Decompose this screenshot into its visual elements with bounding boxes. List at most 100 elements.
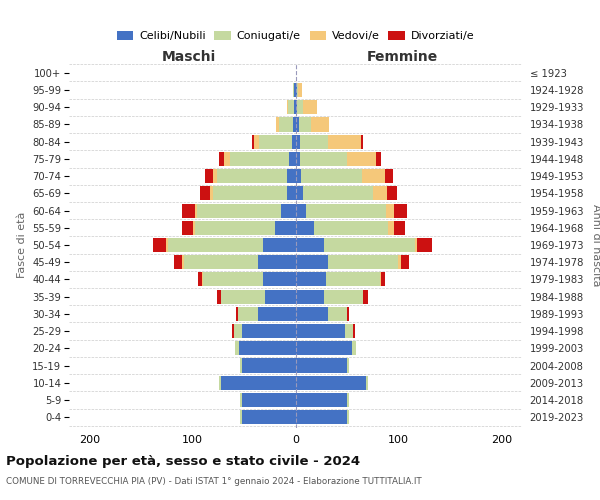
Bar — [217, 290, 221, 304]
Bar — [347, 410, 349, 424]
Bar — [239, 341, 296, 355]
Bar — [203, 272, 263, 286]
Bar — [293, 118, 296, 132]
Bar — [242, 358, 296, 372]
Bar — [352, 341, 356, 355]
Bar — [194, 220, 275, 235]
Bar — [306, 204, 386, 218]
Bar — [287, 186, 296, 200]
Bar — [220, 152, 224, 166]
Bar — [296, 272, 326, 286]
Bar — [174, 255, 182, 270]
Bar — [365, 376, 368, 390]
Bar — [296, 204, 306, 218]
Bar — [293, 83, 295, 97]
Bar — [238, 307, 259, 321]
Bar — [415, 238, 417, 252]
Bar — [296, 169, 301, 183]
Bar — [254, 134, 259, 149]
Bar — [361, 134, 364, 149]
Bar — [417, 238, 433, 252]
Bar — [296, 134, 299, 149]
Bar — [296, 324, 345, 338]
Bar — [288, 100, 295, 114]
Bar — [296, 376, 365, 390]
Bar — [328, 255, 398, 270]
Bar — [281, 204, 296, 218]
Bar — [220, 376, 221, 390]
Bar — [259, 134, 292, 149]
Bar — [213, 169, 217, 183]
Bar — [232, 324, 234, 338]
Bar — [235, 341, 239, 355]
Bar — [296, 152, 299, 166]
Bar — [193, 220, 194, 235]
Bar — [325, 238, 415, 252]
Bar — [328, 134, 361, 149]
Text: Maschi: Maschi — [162, 50, 216, 64]
Bar — [276, 118, 279, 132]
Bar — [296, 220, 314, 235]
Bar — [279, 118, 293, 132]
Bar — [168, 238, 263, 252]
Bar — [325, 290, 364, 304]
Bar — [184, 255, 259, 270]
Bar — [296, 358, 347, 372]
Bar — [380, 272, 381, 286]
Y-axis label: Fasce di età: Fasce di età — [17, 212, 26, 278]
Y-axis label: Anni di nascita: Anni di nascita — [591, 204, 600, 286]
Bar — [295, 100, 296, 114]
Bar — [296, 341, 352, 355]
Bar — [362, 169, 385, 183]
Bar — [154, 238, 166, 252]
Bar — [301, 169, 362, 183]
Bar — [194, 204, 197, 218]
Bar — [224, 152, 230, 166]
Bar — [303, 186, 373, 200]
Bar — [259, 255, 296, 270]
Bar — [299, 118, 311, 132]
Bar — [299, 134, 328, 149]
Text: Popolazione per età, sesso e stato civile - 2024: Popolazione per età, sesso e stato civil… — [6, 455, 360, 468]
Bar — [242, 410, 296, 424]
Bar — [347, 307, 349, 321]
Bar — [213, 186, 287, 200]
Bar — [197, 204, 281, 218]
Bar — [295, 83, 296, 97]
Bar — [347, 152, 376, 166]
Bar — [299, 152, 347, 166]
Bar — [221, 376, 296, 390]
Legend: Celibi/Nubili, Coniugati/e, Vedovi/e, Divorziati/e: Celibi/Nubili, Coniugati/e, Vedovi/e, Di… — [112, 26, 479, 46]
Bar — [373, 186, 387, 200]
Bar — [202, 272, 203, 286]
Text: Femmine: Femmine — [367, 50, 437, 64]
Bar — [296, 118, 299, 132]
Bar — [263, 272, 296, 286]
Bar — [296, 238, 325, 252]
Bar — [326, 272, 380, 286]
Bar — [353, 324, 355, 338]
Bar — [303, 100, 317, 114]
Bar — [292, 134, 296, 149]
Bar — [287, 169, 296, 183]
Bar — [347, 393, 349, 407]
Bar — [376, 152, 381, 166]
Bar — [296, 290, 325, 304]
Bar — [287, 100, 288, 114]
Bar — [275, 220, 296, 235]
Bar — [296, 100, 303, 114]
Bar — [182, 204, 194, 218]
Bar — [298, 83, 302, 97]
Bar — [296, 393, 347, 407]
Bar — [242, 324, 296, 338]
Bar — [182, 255, 184, 270]
Bar — [221, 290, 265, 304]
Bar — [401, 255, 409, 270]
Bar — [296, 186, 303, 200]
Bar — [217, 169, 287, 183]
Bar — [205, 169, 213, 183]
Bar — [263, 238, 296, 252]
Bar — [166, 238, 168, 252]
Bar — [240, 410, 242, 424]
Bar — [234, 324, 242, 338]
